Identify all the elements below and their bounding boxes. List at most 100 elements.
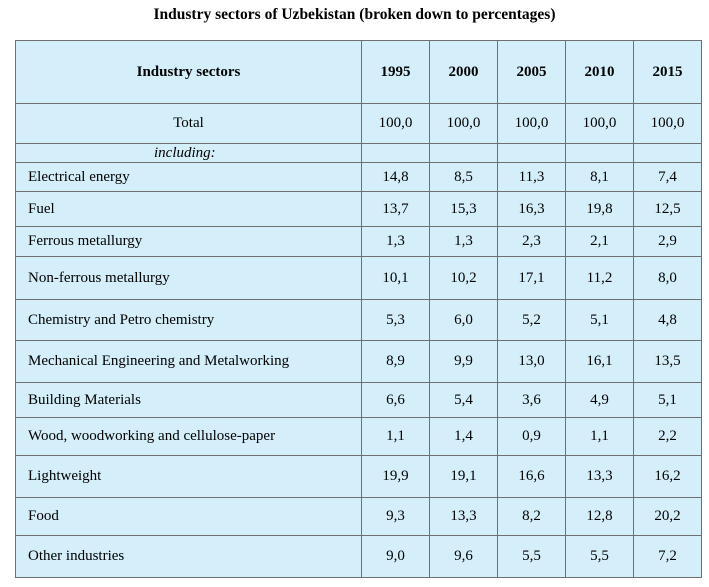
- row-label: Electrical energy: [15, 162, 362, 192]
- row-cell: 8,1: [565, 162, 634, 192]
- row-cell: 4,8: [633, 299, 702, 341]
- row-cell: 5,5: [497, 535, 566, 578]
- including-label: including:: [15, 143, 362, 163]
- table-row: Non-ferrous metallurgy 10,1 10,2 17,1 11…: [15, 256, 702, 300]
- row-label: Other industries: [15, 535, 362, 578]
- row-cell: 2,3: [497, 226, 566, 257]
- row-label: Food: [15, 497, 362, 536]
- header-year: 1995: [361, 40, 430, 104]
- row-label: Chemistry and Petro chemistry: [15, 299, 362, 341]
- empty-cell: [633, 143, 702, 163]
- row-cell: 8,0: [633, 256, 702, 300]
- table-row: Other industries 9,0 9,6 5,5 5,5 7,2: [15, 535, 702, 578]
- row-cell: 16,3: [497, 191, 566, 227]
- row-label: Ferrous metallurgy: [15, 226, 362, 257]
- row-cell: 15,3: [429, 191, 498, 227]
- row-cell: 5,5: [565, 535, 634, 578]
- including-row: including:: [15, 143, 702, 163]
- row-cell: 20,2: [633, 497, 702, 536]
- header-year: 2015: [633, 40, 702, 104]
- total-cell: 100,0: [497, 103, 566, 144]
- row-label: Lightweight: [15, 455, 362, 498]
- total-cell: 100,0: [565, 103, 634, 144]
- row-cell: 6,0: [429, 299, 498, 341]
- row-cell: 1,3: [361, 226, 430, 257]
- header-year: 2005: [497, 40, 566, 104]
- row-cell: 19,1: [429, 455, 498, 498]
- row-cell: 8,5: [429, 162, 498, 192]
- row-cell: 9,9: [429, 340, 498, 383]
- row-cell: 2,1: [565, 226, 634, 257]
- total-cell: 100,0: [633, 103, 702, 144]
- table-row: Building Materials 6,6 5,4 3,6 4,9 5,1: [15, 382, 702, 418]
- row-cell: 10,2: [429, 256, 498, 300]
- row-cell: 5,2: [497, 299, 566, 341]
- row-label: Mechanical Engineering and Metalworking: [15, 340, 362, 383]
- header-industry-sectors: Industry sectors: [15, 40, 362, 104]
- table-row: Food 9,3 13,3 8,2 12,8 20,2: [15, 497, 702, 536]
- row-cell: 16,6: [497, 455, 566, 498]
- table-row: Fuel 13,7 15,3 16,3 19,8 12,5: [15, 191, 702, 227]
- row-cell: 19,9: [361, 455, 430, 498]
- row-cell: 1,4: [429, 417, 498, 456]
- row-cell: 9,6: [429, 535, 498, 578]
- row-cell: 5,1: [565, 299, 634, 341]
- row-cell: 1,3: [429, 226, 498, 257]
- row-cell: 1,1: [361, 417, 430, 456]
- row-cell: 3,6: [497, 382, 566, 418]
- row-cell: 7,2: [633, 535, 702, 578]
- row-cell: 12,8: [565, 497, 634, 536]
- row-label: Building Materials: [15, 382, 362, 418]
- row-cell: 14,8: [361, 162, 430, 192]
- industry-sectors-table: Industry sectors 1995 2000 2005 2010 201…: [15, 40, 702, 578]
- row-cell: 16,1: [565, 340, 634, 383]
- total-cell: 100,0: [361, 103, 430, 144]
- table-row: Electrical energy 14,8 8,5 11,3 8,1 7,4: [15, 162, 702, 192]
- row-cell: 8,9: [361, 340, 430, 383]
- row-cell: 13,5: [633, 340, 702, 383]
- total-cell: 100,0: [429, 103, 498, 144]
- row-cell: 11,2: [565, 256, 634, 300]
- row-label: Fuel: [15, 191, 362, 227]
- header-row: Industry sectors 1995 2000 2005 2010 201…: [15, 40, 702, 104]
- total-row: Total 100,0 100,0 100,0 100,0 100,0: [15, 103, 702, 144]
- row-cell: 9,0: [361, 535, 430, 578]
- row-cell: 17,1: [497, 256, 566, 300]
- row-cell: 9,3: [361, 497, 430, 536]
- row-cell: 13,0: [497, 340, 566, 383]
- table-row: Wood, woodworking and cellulose-paper 1,…: [15, 417, 702, 456]
- table-row: Mechanical Engineering and Metalworking …: [15, 340, 702, 383]
- row-cell: 19,8: [565, 191, 634, 227]
- row-cell: 0,9: [497, 417, 566, 456]
- row-cell: 13,3: [565, 455, 634, 498]
- empty-cell: [429, 143, 498, 163]
- row-cell: 4,9: [565, 382, 634, 418]
- row-cell: 2,2: [633, 417, 702, 456]
- table-row: Lightweight 19,9 19,1 16,6 13,3 16,2: [15, 455, 702, 498]
- table-row: Chemistry and Petro chemistry 5,3 6,0 5,…: [15, 299, 702, 341]
- row-cell: 12,5: [633, 191, 702, 227]
- header-year: 2000: [429, 40, 498, 104]
- header-year: 2010: [565, 40, 634, 104]
- row-cell: 16,2: [633, 455, 702, 498]
- table-row: Ferrous metallurgy 1,3 1,3 2,3 2,1 2,9: [15, 226, 702, 257]
- row-cell: 13,7: [361, 191, 430, 227]
- row-cell: 6,6: [361, 382, 430, 418]
- row-cell: 10,1: [361, 256, 430, 300]
- row-cell: 5,4: [429, 382, 498, 418]
- table-title: Industry sectors of Uzbekistan (broken d…: [153, 6, 556, 23]
- empty-cell: [497, 143, 566, 163]
- row-cell: 8,2: [497, 497, 566, 536]
- row-cell: 1,1: [565, 417, 634, 456]
- row-cell: 7,4: [633, 162, 702, 192]
- empty-cell: [361, 143, 430, 163]
- row-label: Wood, woodworking and cellulose-paper: [15, 417, 362, 456]
- row-cell: 2,9: [633, 226, 702, 257]
- row-cell: 5,3: [361, 299, 430, 341]
- row-cell: 11,3: [497, 162, 566, 192]
- row-cell: 13,3: [429, 497, 498, 536]
- row-cell: 5,1: [633, 382, 702, 418]
- total-label: Total: [15, 103, 362, 144]
- empty-cell: [565, 143, 634, 163]
- row-label: Non-ferrous metallurgy: [15, 256, 362, 300]
